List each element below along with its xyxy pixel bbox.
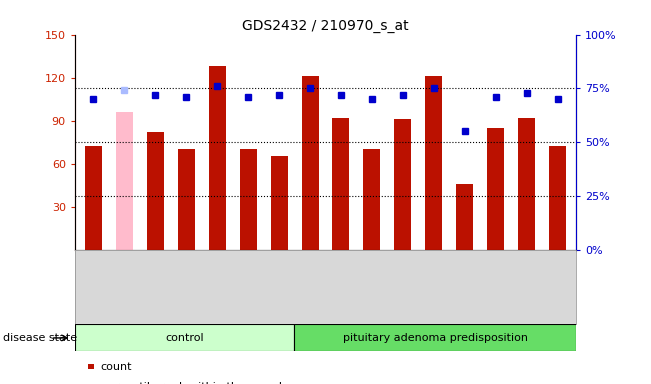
Bar [301, 76, 318, 250]
Bar [240, 149, 256, 250]
Bar [363, 149, 380, 250]
Bar [116, 112, 133, 250]
FancyBboxPatch shape [75, 324, 294, 351]
Bar [85, 146, 102, 250]
Text: count: count [101, 362, 132, 372]
Bar [549, 146, 566, 250]
Bar [425, 76, 442, 250]
Bar [456, 184, 473, 250]
Bar [147, 132, 164, 250]
Bar [271, 156, 288, 250]
Text: control: control [165, 333, 204, 343]
Text: GDS2432 / 210970_s_at: GDS2432 / 210970_s_at [242, 19, 409, 33]
Bar [518, 118, 535, 250]
Text: percentile rank within the sample: percentile rank within the sample [101, 382, 288, 384]
Text: pituitary adenoma predisposition: pituitary adenoma predisposition [342, 333, 528, 343]
Text: disease state: disease state [3, 333, 77, 343]
Bar [487, 128, 504, 250]
Bar [178, 149, 195, 250]
Bar [333, 118, 350, 250]
Bar [209, 66, 226, 250]
FancyBboxPatch shape [294, 324, 576, 351]
Bar [395, 119, 411, 250]
